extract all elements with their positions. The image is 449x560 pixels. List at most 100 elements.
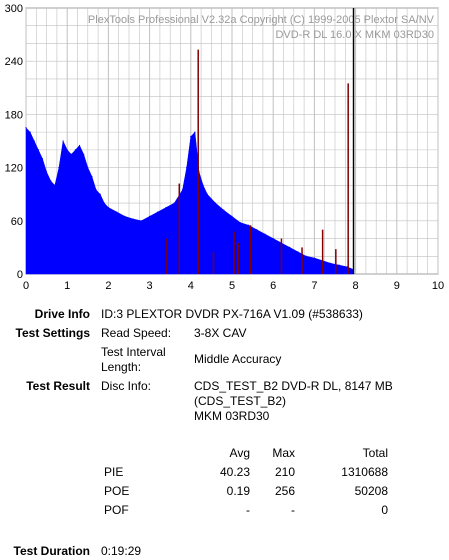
pie-point	[107, 206, 109, 209]
pie-point	[124, 215, 126, 217]
pie-point	[74, 149, 77, 151]
pie-point	[186, 167, 188, 169]
pie-point	[157, 211, 159, 213]
stats-row-pie-name: PIE	[104, 465, 124, 479]
pie-point	[173, 202, 175, 204]
drive-info-label: Drive Info	[34, 307, 90, 321]
pie-point	[140, 220, 142, 222]
pie-point	[29, 131, 31, 133]
pie-point	[256, 229, 258, 231]
read-speed-value: 3-8X CAV	[194, 326, 247, 340]
y-tick-label: 240	[5, 56, 23, 68]
pie-point	[190, 135, 192, 138]
x-tick-label: 10	[432, 280, 444, 292]
stats-header-avg: Avg	[229, 446, 250, 460]
x-tick-label: 6	[270, 280, 276, 292]
read-speed-label: Read Speed:	[101, 326, 172, 340]
pie-point	[46, 171, 48, 173]
pie-point	[239, 221, 241, 224]
pie-point	[330, 262, 332, 264]
x-tick-label: 4	[188, 280, 194, 292]
pie-point	[202, 184, 204, 186]
pie-point	[264, 233, 266, 235]
y-tick-label: 60	[11, 216, 23, 228]
watermark-line-1: PlexTools Professional V2.32a Copyright …	[88, 14, 435, 26]
stats-header-total: Total	[362, 446, 388, 460]
pie-point	[305, 255, 307, 257]
pie-point	[95, 189, 97, 191]
pie-point	[289, 246, 291, 248]
pie-point	[66, 149, 68, 151]
disc-info-line-3: MKM 03RD30	[194, 409, 270, 423]
pie-point	[41, 158, 44, 160]
stats-row-pie-total: 1310688	[341, 465, 388, 479]
pie-point	[297, 251, 299, 253]
pie-point	[272, 237, 274, 240]
pie-point	[91, 175, 93, 178]
pie-point	[181, 189, 184, 191]
pie-point	[54, 184, 56, 186]
stats-row-pof-avg: -	[246, 503, 250, 517]
stats-row-pof-total: 0	[381, 503, 388, 517]
stats-row-pof-name: POF	[104, 503, 129, 517]
pie-point	[103, 202, 105, 204]
pie-point	[231, 215, 233, 217]
pie-point	[165, 206, 167, 209]
pie-point	[25, 127, 27, 129]
disc-info-line-1: CDS_TEST_B2 DVD-R DL, 8147 MB	[194, 379, 393, 393]
y-tick-label: 300	[5, 3, 23, 15]
y-tick-label: 0	[17, 269, 23, 281]
x-tick-label: 7	[311, 280, 317, 292]
pie-point	[214, 202, 217, 204]
pie-point	[83, 153, 85, 155]
test-interval-label-2: Length:	[101, 360, 142, 374]
test-result-label: Test Result	[26, 379, 90, 393]
pie-point	[62, 140, 64, 142]
pie-point	[70, 153, 72, 155]
x-axis-ticks: 0 1 2 3 4 5 6 7 8 9 10	[23, 280, 444, 292]
pie-point	[194, 131, 196, 133]
test-duration-value: 0:19:29	[101, 544, 142, 558]
stats-header-max: Max	[272, 446, 295, 460]
pie-point	[116, 211, 118, 213]
disc-info-label: Disc Info:	[101, 379, 152, 393]
pie-point	[87, 167, 89, 169]
stats-row-pie-avg: 40.23	[219, 465, 250, 479]
x-tick-label: 2	[105, 280, 111, 292]
stats-row-pof-max: -	[291, 503, 295, 517]
x-tick-label: 0	[23, 280, 29, 292]
test-interval-label-1: Test Interval	[101, 345, 166, 359]
pie-point	[206, 193, 208, 195]
pie-point	[338, 264, 340, 266]
pie-point	[247, 224, 250, 226]
y-tick-label: 180	[5, 109, 23, 121]
pie-point	[33, 140, 35, 142]
test-settings-label: Test Settings	[15, 326, 90, 340]
x-tick-label: 9	[394, 280, 400, 292]
stats-row-poe-max: 256	[274, 484, 295, 498]
pie-point	[37, 149, 39, 151]
y-tick-label: 120	[5, 163, 23, 175]
test-interval-value: Middle Accuracy	[194, 352, 282, 366]
watermark-line-2: DVD-R DL 16.0 X MKM 03RD30	[275, 29, 434, 41]
x-tick-label: 5	[229, 280, 235, 292]
pie-point	[149, 215, 151, 217]
stats-row-pie-max: 210	[274, 465, 295, 479]
stats-row-poe-avg: 0.19	[226, 484, 250, 498]
x-tick-label: 3	[147, 280, 153, 292]
y-axis-ticks: 0 60 120 180 240 300	[5, 3, 23, 281]
stats-row-poe-total: 50208	[354, 484, 388, 498]
pie-point	[223, 209, 225, 211]
pie-point	[99, 193, 101, 195]
pie-point	[313, 257, 315, 259]
stats-row-poe-name: POE	[104, 484, 130, 498]
poe-series	[166, 49, 349, 274]
disc-info-line-2: (CDS_TEST_B2)	[194, 394, 287, 408]
x-tick-label: 1	[64, 280, 70, 292]
test-duration-label: Test Duration	[13, 544, 90, 558]
pie-point	[50, 180, 52, 182]
x-tick-label: 8	[353, 280, 359, 292]
pie-point	[78, 144, 81, 147]
pie-point	[58, 167, 60, 169]
pie-point	[132, 218, 134, 220]
